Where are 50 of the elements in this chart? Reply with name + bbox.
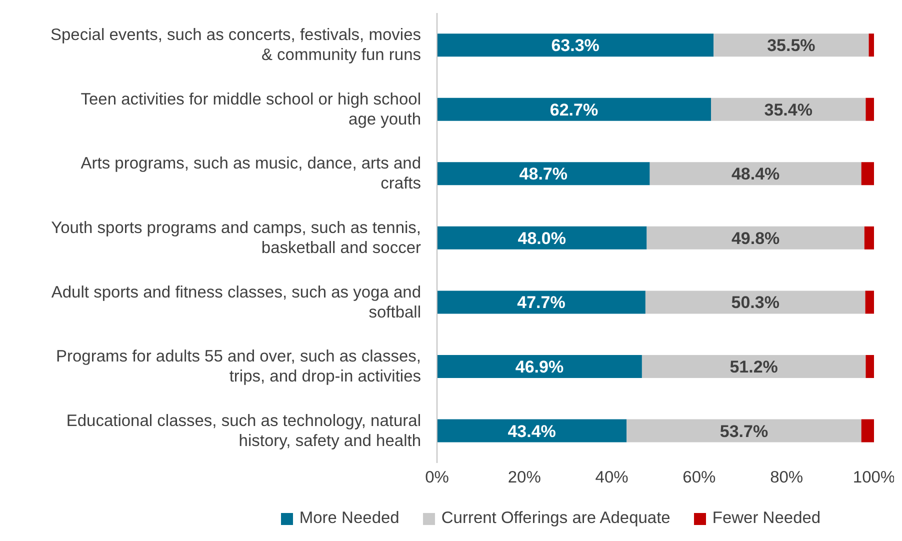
data-label: 49.8% <box>731 228 780 248</box>
bar <box>437 355 642 378</box>
data-label: 63.3% <box>551 36 600 56</box>
data-label: 48.4% <box>731 164 780 184</box>
bar <box>437 226 647 250</box>
data-label: 62.7% <box>550 100 598 120</box>
y-tick-label: Teen activities for middle school or high school age youth <box>80 90 421 128</box>
data-label: 51.2% <box>730 358 778 377</box>
data-label: 47.7% <box>517 293 566 312</box>
bar <box>646 226 864 250</box>
y-tick-label: Youth sports programs and camps, such as tennis, basketball and soccer <box>51 219 422 257</box>
legend-label: More Needed <box>299 509 400 528</box>
bar <box>866 355 874 378</box>
x-tick-label: 80% <box>770 468 804 487</box>
bar <box>626 419 862 442</box>
x-tick-label: 40% <box>595 468 629 487</box>
bar <box>861 162 874 186</box>
data-label: 46.9% <box>515 358 564 377</box>
x-tick-label: 60% <box>682 468 716 487</box>
bar <box>650 162 862 186</box>
data-label: 48.7% <box>519 164 568 184</box>
bar <box>711 98 866 121</box>
x-tick-label: 0% <box>425 468 450 487</box>
data-label: 50.3% <box>731 293 780 312</box>
bar <box>865 290 874 314</box>
data-label: 53.7% <box>720 422 768 441</box>
x-tick-label: 20% <box>508 468 542 487</box>
bar <box>437 162 650 186</box>
y-tick-label: Educational classes, such as technology, natural history, safety and health <box>66 412 421 450</box>
bar <box>861 419 874 442</box>
bar <box>868 34 874 57</box>
bar <box>642 355 866 378</box>
data-label: 35.5% <box>767 36 816 56</box>
bar <box>437 290 646 314</box>
y-tick-label: Programs for adults 55 and over, such as classes, trips, and drop-in activities <box>56 348 421 386</box>
data-label: 48.0% <box>518 228 566 248</box>
bar <box>645 290 866 314</box>
y-tick-label: Adult sports and fitness classes, such as yoga and softball <box>51 283 421 322</box>
y-tick-label: Arts programs, such as music, dance, arts and crafts <box>80 154 421 193</box>
bar <box>437 98 711 121</box>
bar <box>866 98 874 121</box>
legend-label: Fewer Needed <box>712 509 821 528</box>
bar <box>437 419 627 442</box>
data-label: 43.4% <box>508 422 556 441</box>
bar <box>437 34 714 57</box>
data-label: 35.4% <box>764 100 812 120</box>
y-tick-label: Special events, such as concerts, festivals, movies & community fun runs <box>50 26 421 64</box>
legend-label: Current Offerings are Adequate <box>441 509 670 528</box>
bar <box>714 34 869 57</box>
bar <box>864 226 874 250</box>
